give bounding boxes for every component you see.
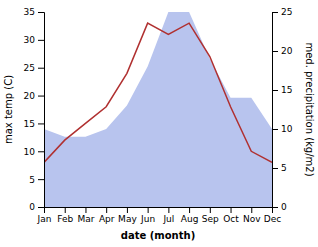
tick: Jul [162, 207, 174, 224]
tick: 30 [24, 35, 44, 45]
tick-mark [148, 207, 149, 213]
tick-label: Dec [264, 214, 281, 224]
tick-mark [272, 51, 278, 52]
plot: JanFebMarAprMayJunJulAugSepOctNovDec0510… [3, 7, 315, 241]
x-axis-title: date (month) [121, 230, 195, 241]
tick-label: Mar [77, 214, 94, 224]
tick-label: Apr [99, 214, 115, 224]
y2-axis: 0 5 10 15 20 25 [272, 7, 293, 212]
tick: 15 [24, 119, 44, 129]
tick-label: Oct [223, 214, 239, 224]
tick: 15 [272, 85, 292, 95]
tick-mark [127, 207, 128, 213]
tick: 0 [29, 202, 44, 212]
axis-line [273, 13, 279, 208]
y-axis: 0 5 10 15 20 25 30 35 [24, 7, 45, 212]
tick-label: 20 [281, 46, 293, 56]
tick-mark [272, 90, 278, 91]
tick: Dec [264, 207, 281, 224]
tick-mark [272, 207, 278, 208]
axis-line [38, 13, 45, 208]
marks [44, 12, 272, 207]
tick-label: Sep [202, 214, 219, 224]
tick-mark [272, 168, 278, 169]
tick-mark [38, 12, 44, 13]
tick: 5 [29, 175, 44, 185]
tick: 25 [24, 63, 44, 73]
tick-label: 30 [24, 35, 36, 45]
tick: 0 [272, 202, 287, 212]
tick-mark [272, 129, 278, 130]
x-axis: Jan Feb Mar AprMayJun Jul AugSep Oct NovDec [37, 207, 282, 224]
tick-label: 15 [281, 85, 292, 95]
tick-label: Jul [162, 214, 174, 224]
tick-label: 25 [281, 7, 292, 17]
tick-mark [210, 207, 211, 213]
tick-label: Jan [37, 214, 52, 224]
tick-mark [38, 151, 44, 152]
tick-mark [231, 207, 232, 213]
axis-line [45, 208, 273, 214]
tick-label: 10 [281, 124, 293, 134]
tick-mark [38, 96, 44, 97]
chart: JanFebMarAprMayJunJulAugSepOctNovDec0510… [0, 0, 318, 247]
tick-mark [38, 207, 44, 208]
tick-mark [168, 207, 169, 213]
tick: 25 [272, 7, 292, 17]
tick-mark [38, 68, 44, 69]
tick: Apr [99, 207, 115, 224]
tick-mark [189, 207, 190, 213]
tick: Feb [57, 207, 73, 224]
tick: Oct [223, 207, 239, 224]
tick: Nov [243, 207, 261, 224]
tick-label: May [118, 214, 137, 224]
tick: Mar [77, 207, 94, 224]
tick-label: 5 [29, 175, 35, 185]
precipitation-area [44, 12, 272, 207]
tick: 20 [24, 91, 44, 101]
tick-mark [251, 207, 252, 213]
tick: 35 [24, 7, 44, 17]
temperature-line [44, 23, 272, 162]
tick-mark [38, 40, 44, 41]
tick-label: 10 [24, 147, 36, 157]
tick-label: 20 [24, 91, 36, 101]
tick: Jun [140, 207, 155, 224]
tick: 20 [272, 46, 293, 56]
y2-axis-title: med. precipitation (kg/m2) [304, 42, 315, 176]
tick-mark [38, 123, 44, 124]
tick-label: Aug [181, 214, 199, 224]
tick-mark [65, 207, 66, 213]
tick: Jan [37, 207, 52, 224]
tick: 5 [272, 163, 287, 173]
tick-mark [85, 207, 86, 213]
tick-label: 5 [281, 163, 287, 173]
tick-label: 15 [24, 119, 35, 129]
tick-label: 25 [24, 63, 35, 73]
tick-mark [106, 207, 107, 213]
tick: 10 [24, 147, 44, 157]
tick-label: 0 [281, 202, 287, 212]
tick: Sep [202, 207, 219, 224]
tick-mark [272, 12, 278, 13]
tick-label: Jun [140, 214, 155, 224]
tick: 10 [272, 124, 293, 134]
tick-label: Feb [57, 214, 73, 224]
tick-label: Nov [243, 214, 261, 224]
tick: May [118, 207, 137, 224]
tick-label: 35 [24, 7, 35, 17]
tick-label: 0 [29, 202, 35, 212]
tick-mark [38, 179, 44, 180]
tick: Aug [181, 207, 199, 224]
y-axis-title: max temp (C) [3, 75, 14, 144]
